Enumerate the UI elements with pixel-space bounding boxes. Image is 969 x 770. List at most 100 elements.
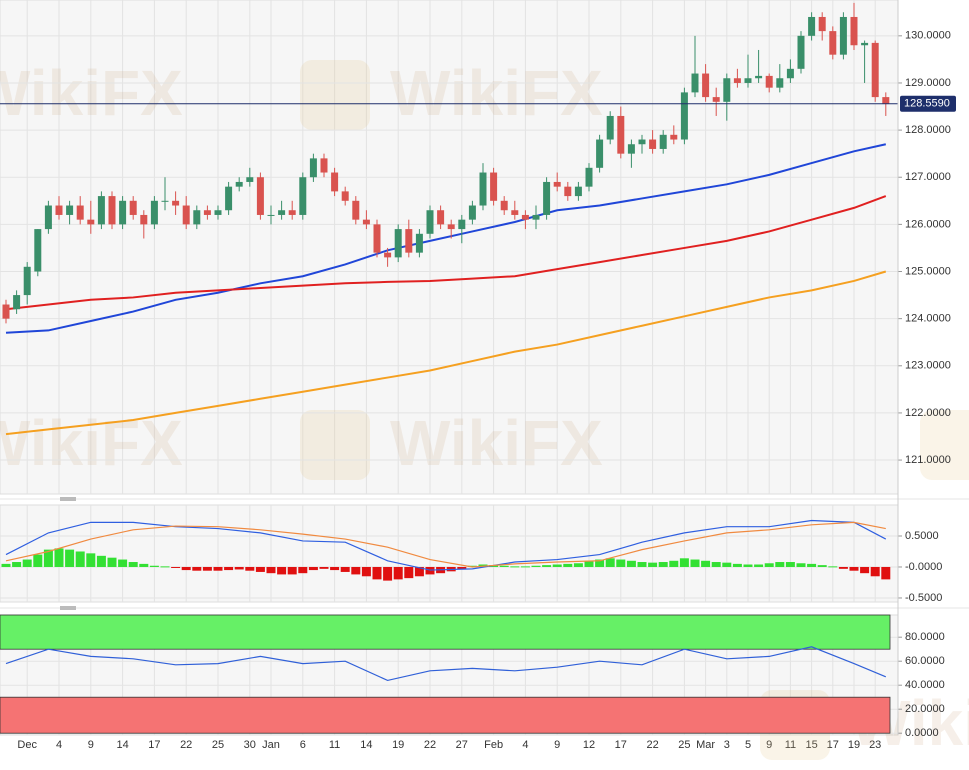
histogram-bar (701, 560, 711, 567)
histogram-bar (796, 563, 806, 567)
histogram-bar (128, 562, 138, 567)
histogram-bar (531, 565, 541, 567)
candle-body (34, 229, 42, 272)
histogram-bar (732, 563, 742, 567)
panel-background (0, 504, 899, 603)
histogram-bar (149, 565, 159, 567)
candle-body (458, 219, 466, 230)
histogram-bar (860, 566, 870, 574)
x-tick-label: 22 (646, 739, 658, 751)
histogram-bar (542, 565, 552, 567)
candle-body (13, 295, 21, 310)
histogram-bar (754, 564, 764, 567)
x-tick-label: 9 (554, 739, 560, 751)
x-tick-label: 9 (766, 739, 772, 751)
candle-body (278, 210, 286, 215)
candle-body (521, 214, 529, 220)
candle-body (426, 210, 434, 234)
x-tick-label: 19 (848, 739, 860, 751)
candle-body (649, 139, 657, 149)
candle-body (320, 158, 328, 173)
histogram-bar (393, 566, 403, 580)
candle-body (309, 158, 317, 178)
candle-body (574, 186, 582, 197)
candle-body (500, 200, 508, 211)
histogram-bar (414, 566, 424, 577)
histogram-bar (308, 566, 318, 571)
histogram-bar (817, 565, 827, 567)
histogram-bar (54, 548, 64, 567)
candle-body (596, 139, 604, 168)
candle-body (744, 78, 752, 83)
candle-body (776, 78, 784, 88)
x-tick-label: 4 (56, 739, 62, 751)
candle-body (129, 200, 137, 215)
watermark: WikiFX (390, 407, 603, 479)
resize-grip (60, 606, 76, 610)
candle-body (490, 172, 498, 201)
candle-body (680, 92, 688, 140)
y-tick-label: 60.0000 (905, 655, 945, 667)
candle-body (415, 233, 423, 253)
candle-body (172, 200, 180, 206)
x-tick-label: 30 (244, 739, 256, 751)
histogram-bar (372, 566, 382, 580)
candle-body (2, 304, 10, 319)
candle-body (702, 73, 710, 98)
candle-body (627, 144, 635, 154)
candle-body (246, 177, 254, 182)
histogram-bar (277, 566, 287, 575)
candle-body (850, 16, 858, 46)
x-tick-label: Feb (484, 739, 503, 751)
candle-body (765, 75, 773, 88)
histogram-bar (838, 566, 848, 569)
watermark: WikiFX (0, 407, 183, 479)
histogram-bar (775, 562, 785, 567)
x-tick-label: 17 (148, 739, 160, 751)
y-tick-label: 40.0000 (905, 679, 945, 691)
histogram-bar (213, 566, 223, 571)
histogram-bar (181, 566, 191, 571)
candle-body (55, 205, 63, 215)
x-tick-label: Mar (696, 739, 715, 751)
histogram-bar (722, 562, 732, 567)
y-tick-label: 129.0000 (905, 77, 951, 89)
candle-body (479, 172, 487, 206)
candle-body (543, 181, 551, 215)
histogram-bar (33, 554, 43, 567)
candle-body (437, 210, 445, 225)
y-tick-label: 0.5000 (905, 530, 939, 542)
histogram-bar (499, 565, 509, 567)
candle-body (352, 200, 360, 220)
histogram-bar (626, 560, 636, 567)
candle-body (839, 16, 847, 55)
x-tick-label: 11 (785, 739, 796, 751)
x-tick-label: 25 (678, 739, 690, 751)
histogram-bar (425, 566, 435, 575)
histogram-bar (340, 566, 350, 572)
histogram-bar (690, 559, 700, 567)
candle-body (203, 210, 211, 215)
histogram-bar (12, 562, 22, 567)
x-tick-label: 22 (424, 739, 436, 751)
x-tick-label: 14 (360, 739, 372, 751)
candle-body (161, 200, 169, 202)
candle-body (797, 35, 805, 69)
candle-body (564, 186, 572, 197)
watermark: WikiFX (390, 57, 603, 129)
y-tick-label: 122.0000 (905, 407, 951, 419)
candle-body (786, 68, 794, 79)
watermark-icon (300, 410, 370, 480)
histogram-bar (1, 563, 11, 567)
histogram-bar (319, 566, 329, 569)
x-tick-label: 11 (329, 739, 340, 751)
x-tick-label: 15 (805, 739, 817, 751)
x-tick-label: 9 (88, 739, 94, 751)
candle-body (394, 229, 402, 258)
histogram-bar (637, 562, 647, 567)
candle-body (140, 214, 148, 225)
histogram-bar (255, 566, 265, 572)
x-tick-label: 12 (583, 739, 595, 751)
candle-body (808, 16, 816, 36)
